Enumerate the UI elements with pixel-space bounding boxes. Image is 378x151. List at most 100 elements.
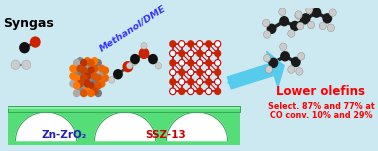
Circle shape — [76, 65, 84, 72]
Circle shape — [80, 89, 88, 97]
Circle shape — [91, 57, 98, 65]
Circle shape — [91, 65, 98, 72]
Circle shape — [196, 50, 203, 57]
Circle shape — [187, 59, 194, 67]
Circle shape — [295, 12, 302, 19]
Circle shape — [268, 58, 278, 68]
Text: Zn-ZrO₂: Zn-ZrO₂ — [42, 130, 87, 140]
Circle shape — [311, 0, 318, 7]
Circle shape — [73, 59, 81, 67]
Circle shape — [205, 59, 212, 67]
Circle shape — [187, 69, 194, 76]
Text: Methanol/DME: Methanol/DME — [98, 4, 167, 54]
Circle shape — [94, 89, 102, 97]
Circle shape — [178, 50, 185, 57]
Circle shape — [91, 72, 98, 80]
Circle shape — [279, 8, 286, 16]
Circle shape — [98, 65, 105, 72]
Circle shape — [196, 88, 203, 95]
Circle shape — [187, 88, 194, 95]
Circle shape — [19, 42, 30, 53]
Circle shape — [263, 19, 270, 27]
Circle shape — [178, 60, 185, 66]
Circle shape — [178, 41, 185, 47]
Circle shape — [91, 87, 98, 95]
Circle shape — [80, 66, 88, 74]
Circle shape — [76, 57, 84, 65]
Circle shape — [170, 88, 176, 95]
Circle shape — [87, 59, 95, 67]
Circle shape — [263, 54, 271, 62]
Circle shape — [206, 50, 212, 57]
Circle shape — [301, 13, 311, 24]
Circle shape — [205, 40, 212, 48]
Circle shape — [102, 74, 109, 82]
Circle shape — [102, 66, 109, 74]
Circle shape — [214, 69, 221, 76]
Circle shape — [73, 66, 81, 74]
Circle shape — [155, 62, 161, 69]
Circle shape — [178, 88, 185, 95]
Circle shape — [178, 69, 185, 76]
Circle shape — [30, 36, 41, 48]
Circle shape — [311, 7, 321, 18]
Circle shape — [80, 74, 88, 82]
Circle shape — [197, 41, 203, 47]
Circle shape — [288, 66, 295, 73]
Circle shape — [84, 87, 91, 95]
Circle shape — [73, 89, 81, 97]
Circle shape — [322, 13, 332, 24]
Circle shape — [263, 31, 271, 38]
Circle shape — [80, 82, 88, 90]
Circle shape — [187, 78, 194, 86]
Circle shape — [76, 80, 84, 88]
Text: Syngas: Syngas — [3, 17, 53, 30]
Circle shape — [187, 40, 194, 48]
Circle shape — [197, 79, 203, 85]
Circle shape — [296, 68, 303, 75]
Bar — [8, 107, 240, 109]
Circle shape — [91, 80, 98, 88]
Circle shape — [329, 9, 336, 16]
Circle shape — [170, 50, 176, 57]
Circle shape — [73, 82, 81, 90]
Circle shape — [87, 66, 95, 74]
Circle shape — [76, 87, 84, 95]
Circle shape — [87, 82, 95, 90]
Circle shape — [197, 60, 203, 66]
Circle shape — [206, 69, 212, 76]
Circle shape — [139, 48, 149, 59]
Circle shape — [297, 22, 304, 30]
Bar — [8, 106, 240, 112]
Circle shape — [266, 24, 277, 34]
Circle shape — [280, 43, 287, 51]
Circle shape — [148, 54, 158, 64]
Circle shape — [141, 43, 147, 49]
Circle shape — [73, 74, 81, 82]
Circle shape — [214, 88, 221, 95]
Circle shape — [94, 82, 102, 90]
Text: CO conv. 10% and 29%: CO conv. 10% and 29% — [270, 111, 372, 120]
Text: Select. 87% and 77% at: Select. 87% and 77% at — [268, 102, 374, 111]
Circle shape — [84, 57, 91, 65]
Circle shape — [84, 80, 91, 88]
Circle shape — [76, 72, 84, 80]
Circle shape — [169, 78, 176, 86]
Circle shape — [87, 89, 95, 97]
Circle shape — [84, 65, 91, 72]
Text: SSZ-13: SSZ-13 — [145, 130, 186, 140]
Circle shape — [178, 79, 185, 85]
Circle shape — [170, 69, 176, 76]
Circle shape — [122, 61, 133, 72]
Text: Lower olefins: Lower olefins — [276, 85, 366, 98]
Circle shape — [327, 24, 335, 32]
Circle shape — [187, 50, 194, 57]
Polygon shape — [94, 112, 156, 141]
Circle shape — [169, 40, 176, 48]
Circle shape — [113, 69, 123, 79]
Circle shape — [319, 22, 326, 30]
Circle shape — [265, 66, 273, 73]
Circle shape — [98, 72, 105, 80]
Circle shape — [84, 72, 91, 80]
Circle shape — [127, 62, 133, 69]
